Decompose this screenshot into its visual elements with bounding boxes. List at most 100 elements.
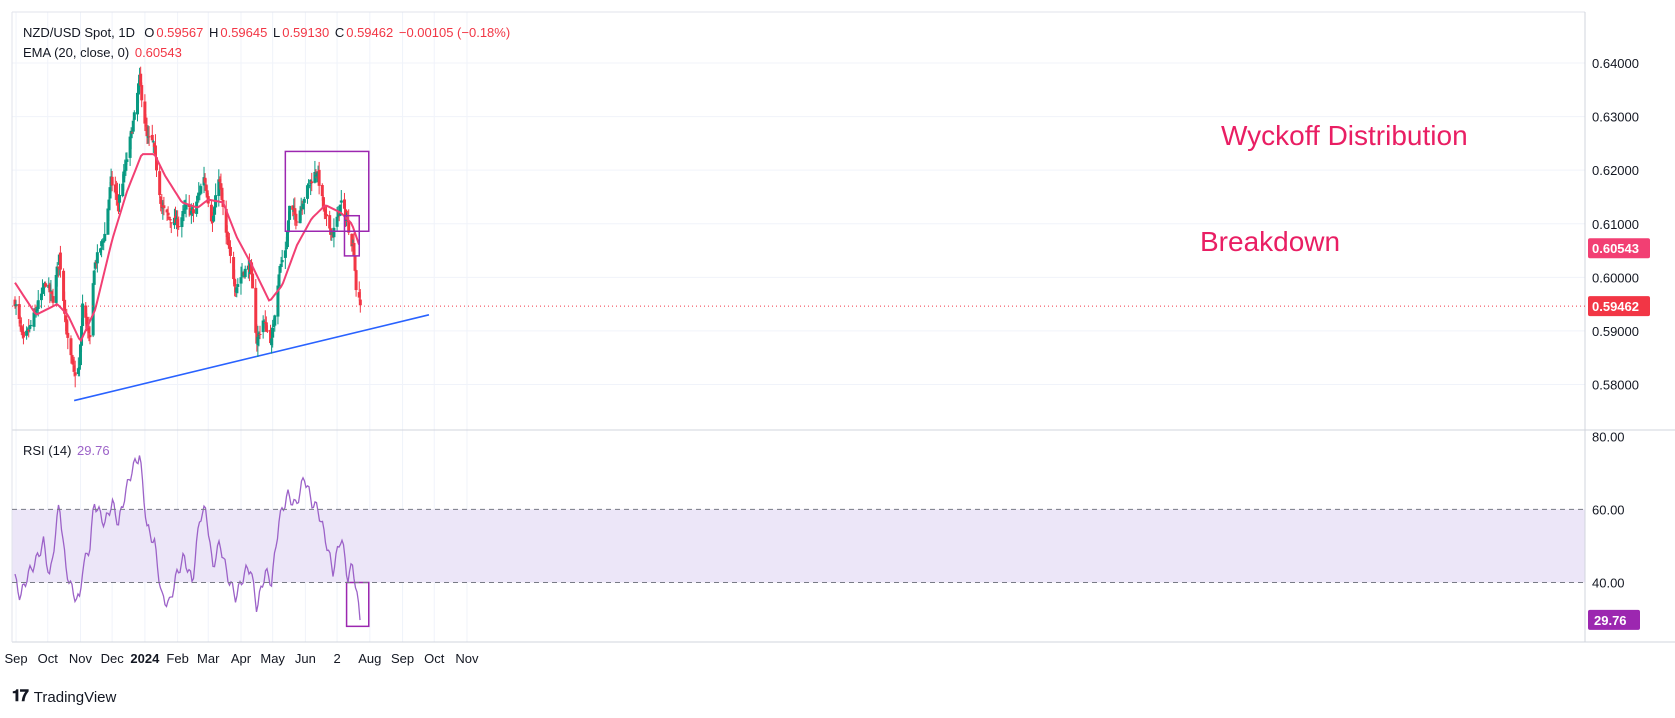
candle-body [49, 290, 53, 292]
price-legend: NZD/USD Spot, 1D O 0.59567 H 0.59645 L 0.59… [23, 25, 512, 40]
candle-body [143, 101, 147, 124]
close-badge-bg [1588, 296, 1650, 317]
symbol-label[interactable]: NZD/USD Spot, 1D [23, 25, 135, 40]
candle-body [54, 274, 58, 303]
candle-body [342, 199, 346, 209]
candle-body [204, 184, 208, 191]
x-tick-label: Apr [231, 651, 252, 666]
x-tick-label: Aug [358, 651, 381, 666]
candle-body [77, 366, 81, 370]
x-tick-label: Oct [424, 651, 445, 666]
candle-body [306, 185, 310, 199]
candle-body [218, 179, 222, 182]
candle-body [166, 212, 170, 216]
candle-body [21, 331, 25, 338]
rsi-badge: 29.76 [1594, 613, 1627, 628]
breakdown-label: Breakdown [1200, 226, 1340, 257]
trend-line [73, 314, 430, 402]
candle-body [13, 299, 17, 307]
candle-body [323, 209, 327, 215]
candle-body [196, 196, 200, 201]
candle-body [147, 136, 151, 138]
low-label: L [272, 25, 281, 40]
candle-body [261, 320, 265, 333]
candle-body [34, 311, 38, 313]
tradingview-logo-icon[interactable]: 𝟏𝟕 [12, 688, 29, 705]
candle-body [256, 336, 260, 346]
candle-body [357, 292, 361, 298]
candle-body [55, 266, 59, 277]
candle-body [191, 209, 195, 214]
candle-body [50, 291, 54, 294]
candle-body [176, 219, 180, 228]
candle-body [69, 338, 73, 356]
candle-body [103, 233, 107, 241]
candle-body [150, 134, 154, 141]
candle-body [273, 315, 277, 326]
candles-layer [13, 66, 362, 388]
x-tick-label: May [260, 651, 285, 666]
candle-body [220, 187, 224, 201]
candle-body [121, 183, 125, 197]
candle-body [39, 293, 43, 301]
close-badge: 0.59462 [1592, 299, 1639, 314]
change-value: −0.00105 (−0.18%) [398, 25, 511, 40]
candle-body [262, 321, 266, 323]
boxes-layer [284, 150, 370, 628]
candle-body [36, 300, 40, 309]
rsi-value: 29.76 [77, 443, 110, 458]
candle-body [114, 190, 118, 194]
y-tick-label: 0.64000 [1592, 56, 1639, 71]
candle-body [350, 233, 354, 247]
candle-body [209, 204, 213, 222]
candle-body [29, 324, 33, 326]
candle-body [258, 333, 262, 335]
candle-body [285, 232, 289, 248]
candle-body [251, 273, 255, 289]
candle-body [58, 252, 62, 270]
candle-body [87, 327, 91, 334]
ema-label: EMA (20, close, 0) [23, 45, 130, 60]
candle-body [130, 132, 134, 134]
ema-legend[interactable]: EMA (20, close, 0) 0.60543 [23, 45, 184, 60]
candle-body [140, 85, 144, 101]
candle-body [277, 274, 281, 287]
rsi-box [345, 581, 370, 628]
candle-body [159, 197, 163, 204]
candle-body [233, 278, 237, 287]
x-tick-label: Mar [197, 651, 220, 666]
candle-body [91, 283, 95, 336]
y-tick-label: 0.63000 [1592, 110, 1639, 125]
candle-body [226, 236, 230, 246]
candle-body [254, 287, 258, 333]
rsi-label: RSI (14) [23, 443, 72, 458]
candle-body [14, 304, 18, 307]
candle-body [225, 231, 229, 238]
candle-body [153, 145, 157, 156]
candle-body [51, 296, 55, 303]
candle-body [280, 259, 284, 263]
candle-body [40, 287, 44, 295]
x-tick-label: Sep [391, 651, 414, 666]
candle-body [155, 157, 159, 171]
candle-body [48, 284, 52, 293]
candle-body [197, 193, 201, 196]
candle-body [44, 283, 48, 287]
axes-layer: Sep Oct Nov Dec 2024 Feb Mar Apr May Jun 2 Aug Sep Oc… [4, 11, 1675, 666]
candle-body [76, 368, 80, 374]
candle-body [100, 241, 104, 247]
candle-body [56, 266, 60, 268]
rsi-legend[interactable]: RSI (14) 29.76 [23, 443, 112, 458]
candle-body [313, 172, 317, 183]
candle-body [212, 215, 216, 222]
candle-body [128, 136, 132, 158]
candle-body [291, 205, 295, 210]
candle-body [298, 210, 302, 224]
candle-body [93, 262, 97, 269]
candle-body [73, 372, 77, 376]
candle-body [219, 183, 223, 190]
candle-body [210, 221, 214, 223]
candle-body [276, 285, 280, 317]
candle-body [295, 221, 299, 223]
